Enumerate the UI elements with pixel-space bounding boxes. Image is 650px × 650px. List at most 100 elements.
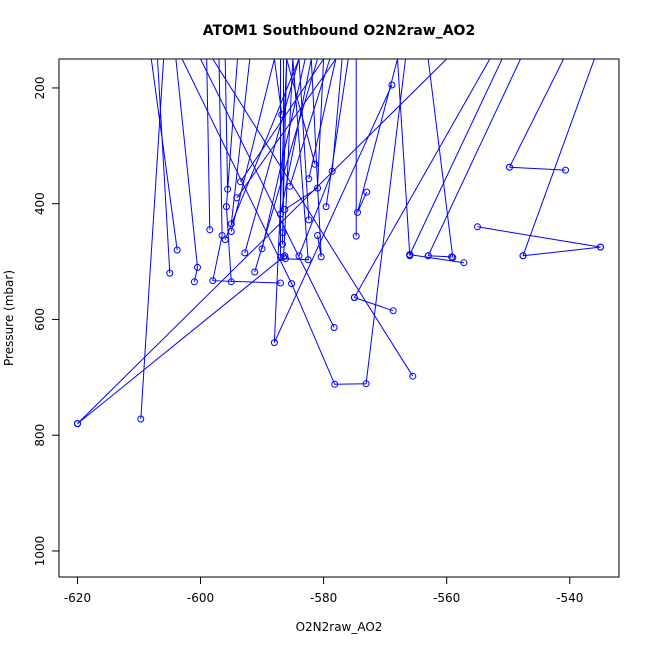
data-point [409,372,417,380]
data-point [295,252,303,260]
data-point [305,216,313,224]
data-point [279,229,287,237]
series-line-segment [280,59,312,215]
data-point [137,415,145,423]
data-point [280,253,288,261]
data-point [304,256,312,264]
series-line-segment [353,59,491,298]
series-line-segment [509,166,566,171]
data-point [562,166,569,174]
data-point [388,81,396,89]
data-point [314,232,321,239]
data-point [449,254,457,261]
series-line-segment [224,59,229,190]
series-lines [77,59,601,424]
series-line-segment [212,59,281,284]
series-line-segment [397,59,411,256]
series-line-segment [283,59,294,257]
data-point [233,194,241,202]
data-point [194,263,201,271]
series-line-segment [409,59,503,255]
series-line-segment [244,59,300,254]
series-line-segment [212,59,414,377]
chart-title: ATOM1 Southbound O2N2raw_AO2 [203,23,475,39]
x-tick-label: -600 [187,591,214,605]
data-point [190,278,198,286]
data-point [206,226,214,234]
x-tick-label: -580 [310,591,337,605]
series-line-segment [181,59,406,385]
data-point [278,111,286,119]
series-line-segment [273,59,393,343]
plot-frame [58,58,620,578]
data-point [209,277,217,285]
series-line-segment [285,59,309,261]
y-tick-label: 400 [33,192,47,215]
series-line-segment [140,59,165,420]
x-axis: -620 -600 -580 -560 -540 [64,577,583,605]
x-axis-label: O2N2raw_AO2 [296,620,383,634]
data-point [389,307,397,315]
series-line-segment [289,59,331,187]
data-point [354,208,361,216]
series-line-segment [354,297,394,312]
series-line-segment [273,59,283,115]
data-point [305,175,313,183]
series-line-segment [157,59,171,274]
data-point [258,245,266,253]
series-line-segment [325,59,349,207]
data-point [363,188,371,196]
data-point [166,269,174,277]
series-line-segment [409,254,464,264]
series-line-segment [427,59,521,257]
data-point [352,232,360,240]
y-axis: 200 400 600 800 1000 [33,76,59,566]
x-tick-label: -620 [64,591,91,605]
series-line-segment [77,59,448,424]
data-point [519,252,527,260]
data-point [74,420,81,428]
data-point [597,243,604,251]
data-point [227,278,235,286]
data-point [277,254,284,261]
series-line-segment [428,255,452,258]
data-point [350,294,358,301]
data-point [322,203,330,211]
series-line-segment [236,59,337,199]
data-point [221,236,229,244]
series-line-segment [522,59,595,256]
series-line-segment [77,255,286,424]
data-point [331,380,339,388]
series-line-segment [509,59,565,168]
data-point [227,220,235,228]
series-line-segment [298,59,310,220]
data-point [314,184,321,192]
series-line-segment [308,59,337,179]
series-line-segment [230,59,275,232]
data-point [277,279,284,287]
data-point [251,268,259,276]
data-point [281,206,289,213]
data-point [474,223,481,231]
series-line-segment [357,59,398,213]
data-point [311,160,319,168]
series-line-segment [427,59,454,258]
series-line-segment [284,59,325,210]
data-point [288,280,296,288]
series-line-segment [225,59,238,282]
data-point [277,210,284,218]
series-line-segment [175,59,199,282]
data-point [278,240,286,248]
data-point [330,324,338,331]
data-point [173,246,181,254]
y-tick-label: 800 [33,424,47,447]
series-line-segment [206,59,211,230]
y-tick-label: 1000 [33,536,47,567]
data-point [286,182,294,190]
data-point [424,252,432,260]
series-line-segment [310,59,322,257]
data-point [270,339,278,347]
y-tick-label: 200 [33,76,47,99]
data-point [281,252,289,260]
